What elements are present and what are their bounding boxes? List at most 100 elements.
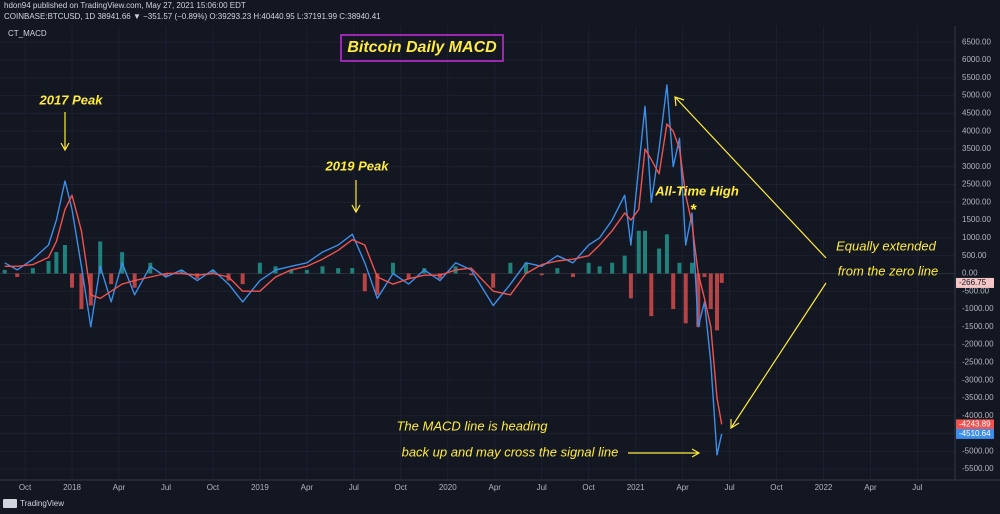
histogram-bar <box>148 262 153 274</box>
histogram-bar <box>336 268 341 274</box>
histogram-bar <box>708 273 713 310</box>
annotation: All-Time High <box>654 183 739 198</box>
indicator-name: CT_MACD <box>8 29 47 38</box>
x-tick-label: 2018 <box>63 483 81 492</box>
symbol-line: COINBASE:BTCUSD, 1D 38941.66 ▼ −351.57 (… <box>4 12 381 21</box>
y-tick-label: 2500.00 <box>962 180 991 189</box>
x-tick-label: Jul <box>161 483 171 492</box>
histogram-bar <box>683 273 688 324</box>
histogram-bar <box>257 262 262 274</box>
series-line <box>4 123 723 425</box>
x-tick-label: 2019 <box>251 483 269 492</box>
histogram-bar <box>98 241 103 274</box>
histogram-bar <box>70 273 75 288</box>
histogram-bar <box>304 269 309 274</box>
histogram-bar <box>30 268 35 274</box>
y-tick-label: 1500.00 <box>962 215 991 224</box>
histogram-bar <box>719 273 724 283</box>
y-tick-label: 4000.00 <box>962 126 991 135</box>
x-tick-label: Apr <box>864 483 877 492</box>
histogram-bar <box>643 230 648 274</box>
histogram-bar <box>109 273 114 285</box>
histogram-bar <box>628 273 633 299</box>
histogram-bar <box>289 269 294 274</box>
histogram-bar <box>664 234 669 274</box>
x-tick-label: Oct <box>207 483 220 492</box>
arrow <box>60 112 70 152</box>
x-tick-label: Jul <box>912 483 922 492</box>
x-tick-label: Apr <box>113 483 126 492</box>
x-tick-label: Apr <box>488 483 501 492</box>
annotation: * <box>690 202 697 219</box>
histogram-bar <box>677 262 682 274</box>
histogram-bar <box>163 273 168 278</box>
y-tick-label: -5500.00 <box>962 464 994 473</box>
x-tick-label: 2022 <box>815 483 833 492</box>
y-tick-label: 2000.00 <box>962 197 991 206</box>
last-value-box <box>956 277 994 288</box>
histogram-bar <box>375 273 380 295</box>
histogram-bar <box>15 273 20 278</box>
y-tick-label: -5000.00 <box>962 446 994 455</box>
annotation: The MACD line is heading <box>396 418 548 433</box>
plot <box>0 84 955 456</box>
histogram-bar <box>350 268 355 274</box>
x-tick-label: Jul <box>537 483 547 492</box>
histogram-bar <box>649 273 654 317</box>
histogram-bar <box>46 261 51 274</box>
last-value-label: -266.75 <box>959 278 987 287</box>
histogram-bar <box>696 273 701 327</box>
y-tick-label: 5500.00 <box>962 73 991 82</box>
header: hdon94 published on TradingView.com, May… <box>4 1 246 10</box>
y-tick-label: -500.00 <box>962 286 990 295</box>
histogram-bar <box>555 268 560 274</box>
logo <box>3 499 17 508</box>
series-line <box>4 84 723 456</box>
x-tick-label: Jul <box>349 483 359 492</box>
arrow <box>628 448 701 458</box>
y-tick-label: 0.00 <box>962 269 978 278</box>
histogram-bar <box>524 262 529 274</box>
y-tick-label: -2000.00 <box>962 340 994 349</box>
histogram-bar <box>610 262 615 274</box>
title-box <box>340 34 504 62</box>
y-tick-label: 3000.00 <box>962 162 991 171</box>
x-tick-label: 2021 <box>627 483 645 492</box>
x-tick-label: 2020 <box>439 483 457 492</box>
histogram-bar <box>240 273 245 285</box>
y-tick-label: 3500.00 <box>962 144 991 153</box>
y-tick-label: -1500.00 <box>962 322 994 331</box>
histogram-bar <box>179 269 184 274</box>
arrow <box>351 180 361 214</box>
histogram-bar <box>2 269 7 274</box>
histogram-bar <box>715 273 720 331</box>
y-tick-label: 1000.00 <box>962 233 991 242</box>
histogram-bar <box>406 273 411 279</box>
annotation: back up and may cross the signal line <box>402 444 619 459</box>
last-value-box <box>956 428 994 439</box>
histogram-bar <box>88 273 93 306</box>
annotation: from the zero line <box>838 263 938 278</box>
y-tick-label: 500.00 <box>962 251 987 260</box>
x-tick-label: Oct <box>395 483 408 492</box>
arrow <box>730 282 827 430</box>
histogram-bar <box>597 266 602 274</box>
histogram-bar <box>671 273 676 310</box>
footer: TradingView <box>20 499 64 508</box>
y-tick-label: -4000.00 <box>962 411 994 420</box>
histogram-bar <box>702 273 707 278</box>
x-tick-label: Apr <box>301 483 314 492</box>
histogram-bar <box>437 273 442 279</box>
y-tick-label: 6000.00 <box>962 55 991 64</box>
histogram-bar <box>362 273 367 292</box>
chart-title: Bitcoin Daily MACD <box>347 39 497 56</box>
last-value-label: -4243.89 <box>959 420 991 429</box>
histogram-bar <box>491 273 496 288</box>
annotation: 2017 Peak <box>39 92 104 107</box>
y-tick-label: -3000.00 <box>962 375 994 384</box>
histogram-bar <box>469 273 474 276</box>
last-value-box <box>956 419 994 430</box>
histogram-bar <box>622 255 627 274</box>
histogram-bar <box>195 273 200 279</box>
x-tick-label: Oct <box>770 483 783 492</box>
